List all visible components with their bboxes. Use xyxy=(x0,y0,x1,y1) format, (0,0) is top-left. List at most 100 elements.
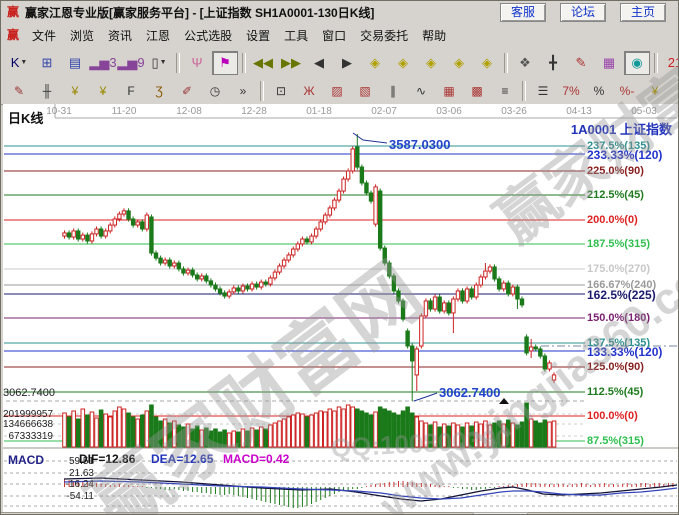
menu-item-window[interactable]: 窗口 xyxy=(322,28,347,43)
gann-level-label: 200.0%(0) xyxy=(587,214,638,226)
dense-grid-icon[interactable]: ▦ xyxy=(443,84,455,98)
grid-tool-icon[interactable]: ╫ xyxy=(42,84,52,98)
gann-level-label: 150.0%(180) xyxy=(587,312,650,324)
forum-button[interactable]: 论坛 xyxy=(560,2,606,22)
gann-grid-gold2-icon[interactable]: ¥ xyxy=(99,84,107,98)
menu-item-settings[interactable]: 设置 xyxy=(246,28,271,43)
percent-slash-icon[interactable]: 7% xyxy=(562,84,580,98)
menu-item-help[interactable]: 帮助 xyxy=(422,28,447,43)
home-button[interactable]: 主页 xyxy=(620,2,666,22)
next-icon[interactable]: ▶ xyxy=(342,54,352,70)
menu-items: 文件 浏览 资讯 江恩 公式选股 设置 工具 窗口 交易委托 帮助 xyxy=(25,25,453,46)
time-cycle-icon[interactable]: ◷ xyxy=(209,84,221,98)
kline-period-icon[interactable]: K ▼ xyxy=(10,55,28,70)
date-tick: 03-26 xyxy=(501,106,527,117)
macd-scale-label: 59.51 xyxy=(68,456,94,467)
fan-box1-icon[interactable]: ▨ xyxy=(331,84,343,98)
chart-area[interactable] xyxy=(3,104,678,512)
macd-scale-label: -16.24 xyxy=(65,479,94,490)
window-title: 赢家江恩专业版[赢家服务平台] - [上证指数 SH1A0001-130日K线] xyxy=(25,5,375,20)
bottom-scrollbar[interactable] xyxy=(1,512,678,514)
date-tick: 05-03 xyxy=(631,106,657,117)
gann-grid-gold1-icon[interactable]: ¥ xyxy=(71,84,79,98)
dif-value: DIF=12.86 xyxy=(79,452,136,466)
marker-pen-icon[interactable]: ✎ xyxy=(575,54,587,70)
gann-level-label: 187.5%(315) xyxy=(587,238,650,250)
percent-icon[interactable]: % xyxy=(593,84,605,98)
crosshair-icon[interactable]: ╋ xyxy=(549,54,557,70)
expand-vertical-icon[interactable]: ◈ xyxy=(454,54,464,70)
rect-box-icon[interactable]: ⊡ xyxy=(275,84,287,98)
gann-level-label: 233.33%(120) xyxy=(587,148,663,162)
parallel-lines-icon[interactable]: ∥ xyxy=(390,84,396,98)
toolbar-main: K▼⊞▤▂▅3▂▅9▯▼Ψ⚑◀◀▶▶◀▶◈◈◈◈◈❖╋✎▦◉21▦▤▣▩ xyxy=(1,47,678,79)
menu-item-browse[interactable]: 浏览 xyxy=(70,28,95,43)
first-page-icon[interactable]: ◀◀ xyxy=(253,54,273,70)
gann-fan-icon[interactable]: Ж xyxy=(303,84,315,98)
menu-item-gann[interactable]: 江恩 xyxy=(146,28,171,43)
gann-level-label: 162.5%(225) xyxy=(587,288,656,302)
three-period-chart-icon[interactable]: ▂▅3 xyxy=(89,54,117,70)
volume-scale-label: 67333319 xyxy=(8,431,54,442)
gann-level-label: 133.33%(120) xyxy=(587,345,663,359)
draw-pen-icon[interactable]: ✎ xyxy=(13,84,25,98)
expand-all-icon[interactable]: ◈ xyxy=(482,54,492,70)
gold-line-icon[interactable]: ¥ xyxy=(670,80,678,102)
menu-item-file[interactable]: 文件 xyxy=(32,28,57,43)
date-tick: 12-28 xyxy=(241,106,267,117)
toolbar-separator xyxy=(260,81,264,101)
ruler-icon[interactable]: ☰ xyxy=(537,84,549,98)
macd-scale-label: 21.63 xyxy=(68,468,94,479)
gann-level-label: 175.0%(270) xyxy=(587,263,650,275)
date-tick: 03-06 xyxy=(436,106,462,117)
gann-level-label: 125.0%(90) xyxy=(587,361,644,373)
toolbar-separator xyxy=(522,81,526,101)
date-tick: 12-08 xyxy=(176,106,202,117)
angle-pen-icon[interactable]: ✐ xyxy=(181,84,193,98)
market-overlay-icon[interactable]: ⊞ xyxy=(41,54,53,70)
date-tick: 01-18 xyxy=(306,106,332,117)
price-scale-label: 3062.7400 xyxy=(3,387,55,399)
menu-item-trade[interactable]: 交易委托 xyxy=(360,28,409,43)
last-page-icon[interactable]: ▶▶ xyxy=(281,54,301,70)
color-flag-icon[interactable]: ⚑ xyxy=(212,50,238,75)
title-bar: 赢 赢家江恩专业版[赢家服务平台] - [上证指数 SH1A0001-130日K… xyxy=(1,1,678,24)
date-tick: 04-13 xyxy=(566,106,592,117)
service-button[interactable]: 客服 xyxy=(500,2,546,22)
menu-bar: 赢 文件 浏览 资讯 江恩 公式选股 设置 工具 窗口 交易委托 帮助 xyxy=(1,23,678,48)
fan-box2-icon[interactable]: ▧ xyxy=(359,84,371,98)
volume-scale-label: 201999957 xyxy=(3,409,54,420)
banker-analysis-icon[interactable]: Ψ xyxy=(191,55,203,70)
f10-report-icon[interactable]: ▤ xyxy=(68,54,82,70)
menu-item-formula-stock-pick[interactable]: 公式选股 xyxy=(184,28,233,43)
grid-box-icon[interactable]: ▩ xyxy=(471,84,483,98)
wave-tool-icon[interactable]: ∿ xyxy=(415,84,427,98)
calendar-icon[interactable]: 21 xyxy=(667,55,678,70)
shift-right-icon[interactable]: ◈ xyxy=(398,54,408,70)
menu-item-news[interactable]: 资讯 xyxy=(108,28,133,43)
gold-circle-icon[interactable]: ¥ xyxy=(651,84,659,98)
macd-value: MACD=0.42 xyxy=(223,452,290,466)
three-lines-icon[interactable]: ≡ xyxy=(501,84,509,98)
prev-icon[interactable]: ◀ xyxy=(314,54,324,70)
hand-drag-icon[interactable]: ❖ xyxy=(519,54,531,70)
spiral-icon[interactable]: Ʒ xyxy=(155,84,163,98)
more-tools-icon[interactable]: » xyxy=(239,84,247,98)
fibo-grid-icon[interactable]: F xyxy=(127,84,135,98)
nine-period-chart-icon[interactable]: ▂▅9 xyxy=(117,54,145,70)
menu-item-tools[interactable]: 工具 xyxy=(284,28,309,43)
gann-level-label: 237.5%(135) xyxy=(587,140,650,152)
smart-analysis-icon[interactable]: ◉ xyxy=(624,50,650,75)
percent-level-icon[interactable]: %- xyxy=(619,84,635,98)
compress-icon[interactable]: ◈ xyxy=(426,54,436,70)
toolbar-drawing: ✎╫¥¥FƷ✐◷»⊡Ж▨▧∥∿▦▩≡☰7%%%-¥¥✎≈¥∠ xyxy=(1,78,678,105)
date-tick: 10-31 xyxy=(46,106,72,117)
scrollbar-thumb[interactable] xyxy=(473,512,528,514)
dea-value: DEA=12.65 xyxy=(151,452,214,466)
low-price-annotation: 3062.7400 xyxy=(439,385,501,400)
candle-style-icon[interactable]: ▯ ▼ xyxy=(151,54,167,70)
toolbar-separator xyxy=(176,52,180,73)
shift-left-icon[interactable]: ◈ xyxy=(370,54,380,70)
box-tool-icon[interactable]: ▦ xyxy=(602,54,616,70)
